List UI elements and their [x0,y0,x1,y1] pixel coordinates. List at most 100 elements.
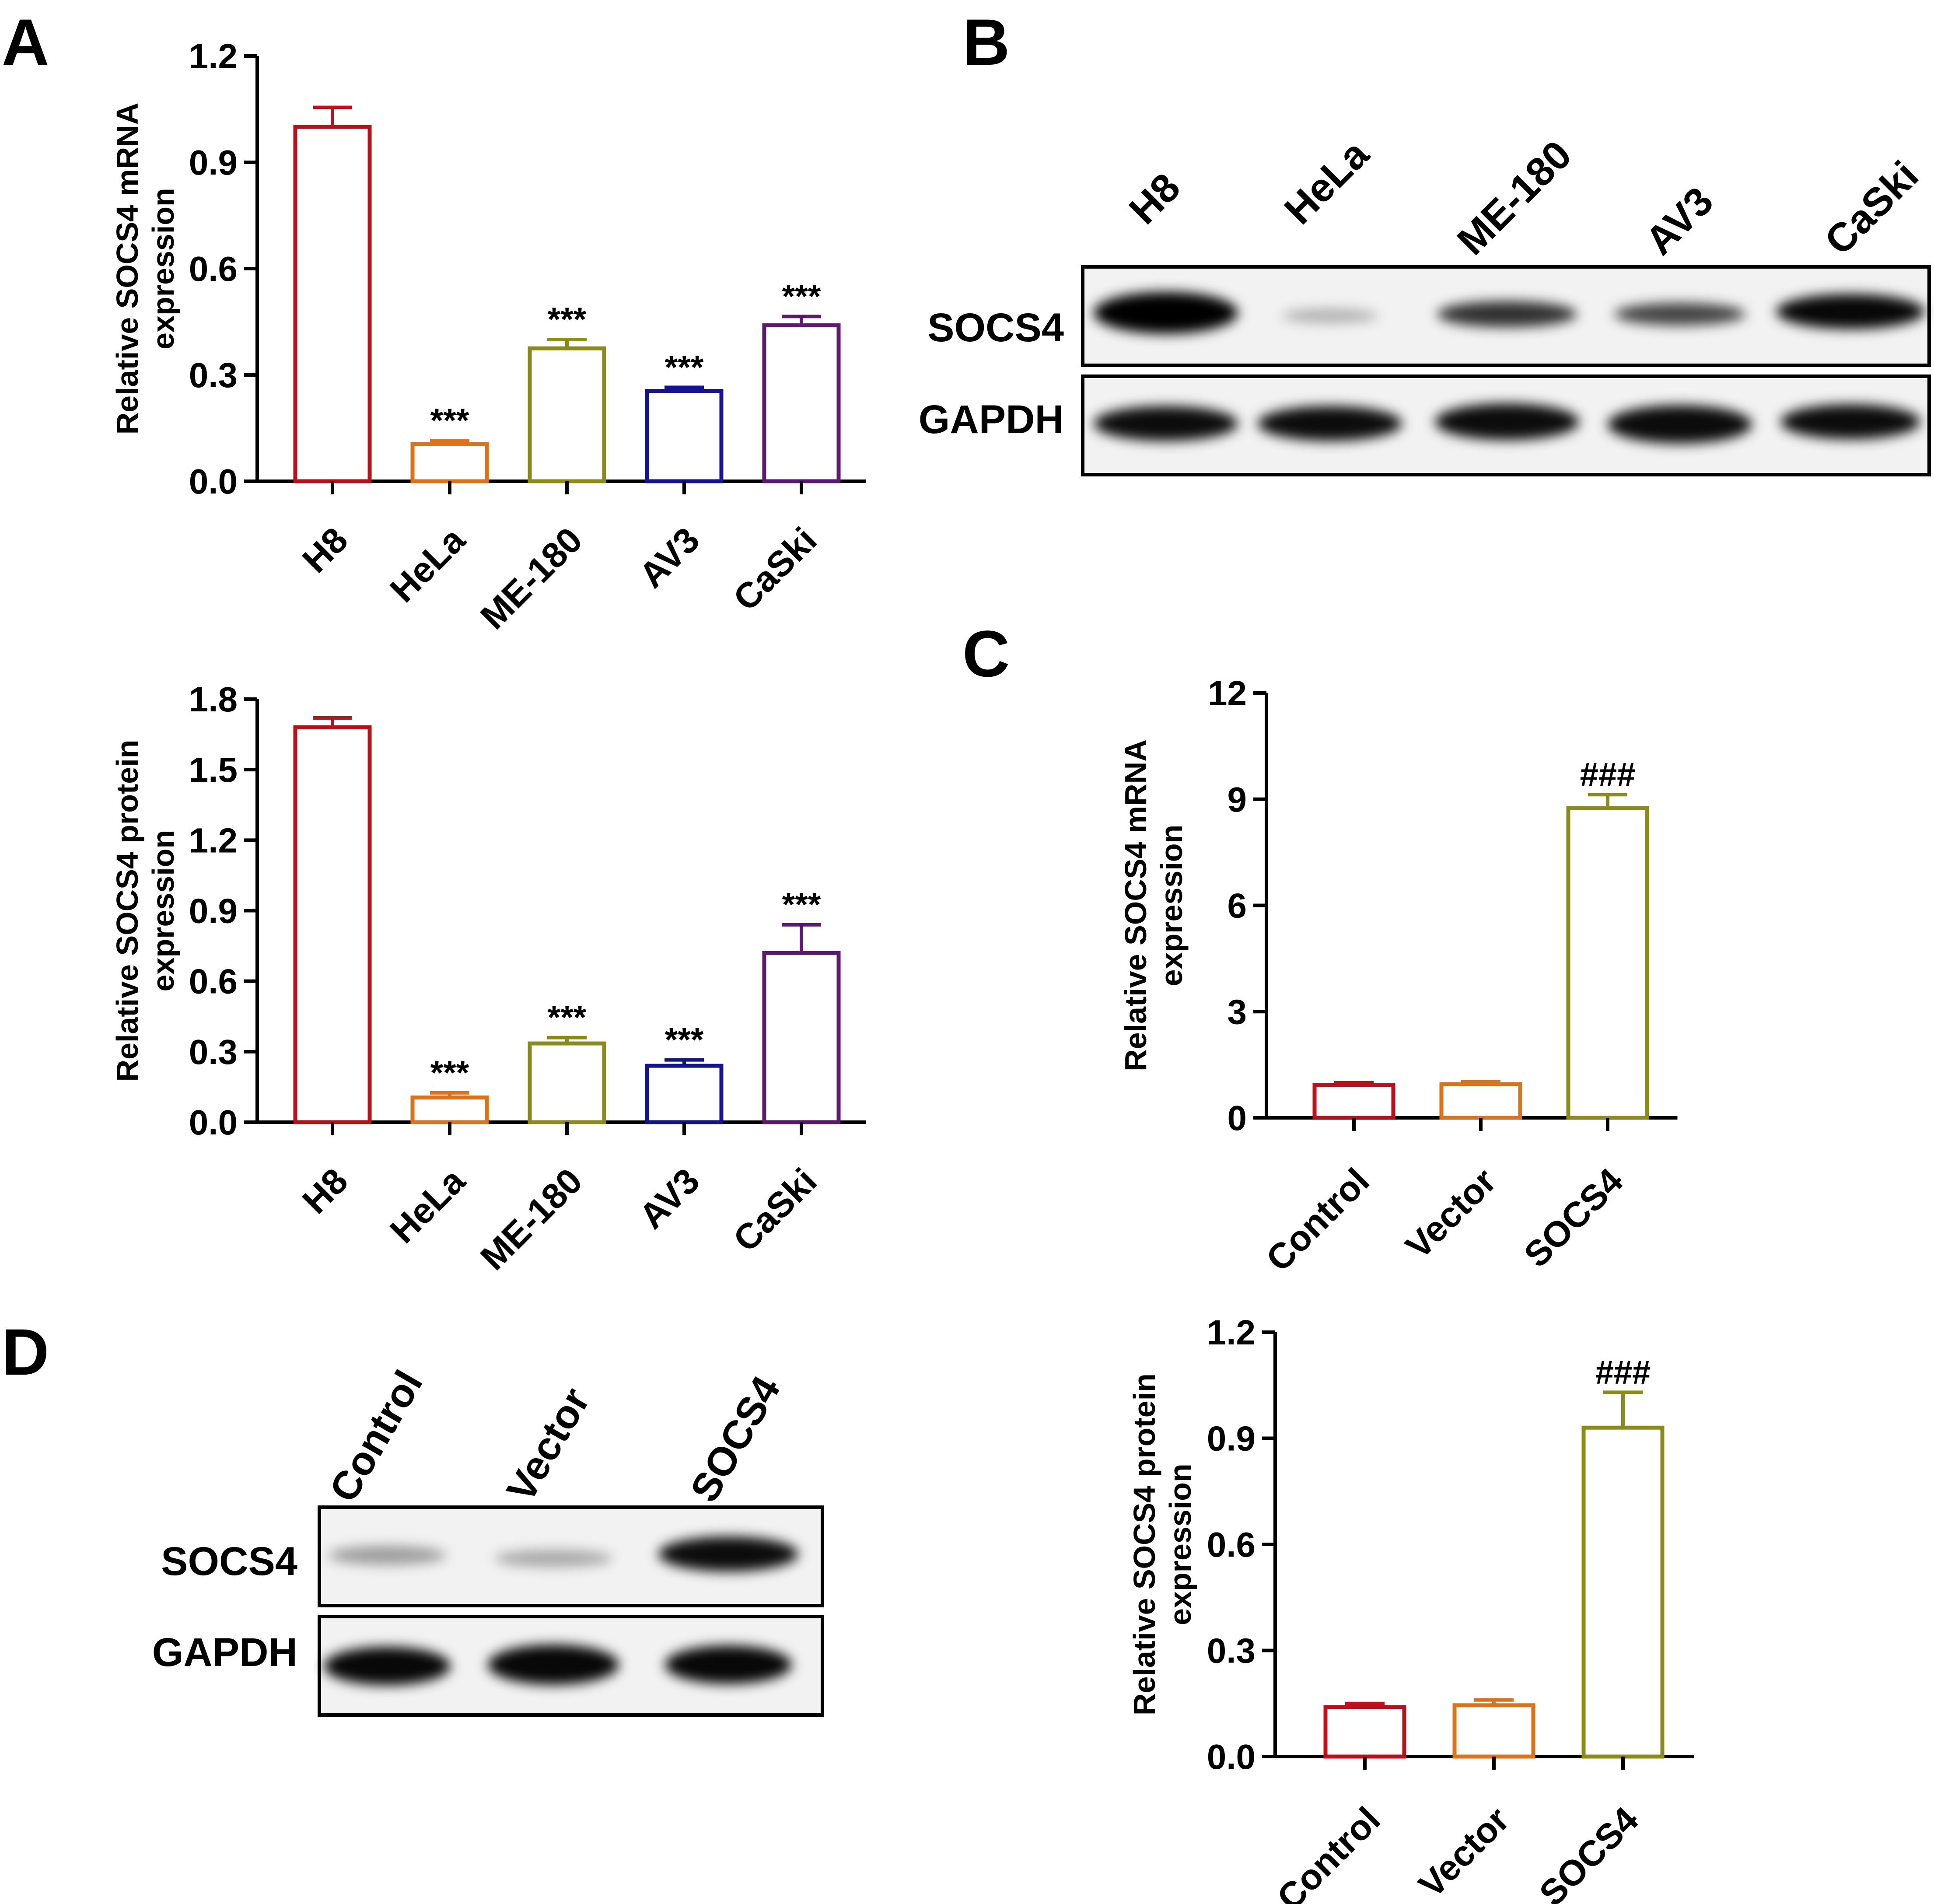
band [328,1546,446,1565]
significance-label: *** [430,402,469,439]
bar [410,442,489,483]
y-axis-label-line: expression [1163,1463,1197,1625]
bar [528,1041,606,1124]
band [1258,406,1402,441]
x-category-label: H8 [295,1161,355,1221]
lane-label-me180: ME-180 [1449,132,1580,263]
band [1780,404,1920,439]
y-tick-label: 0.6 [189,249,238,288]
y-tick-label: 1.2 [1207,1313,1256,1352]
band [1435,403,1579,440]
band [1094,406,1238,441]
band [488,1645,619,1685]
y-tick-label: 0.9 [1207,1419,1256,1458]
y-tick-label: 6 [1228,886,1247,925]
y-tick-label: 0.6 [1207,1525,1256,1564]
bar [1323,1705,1406,1759]
bar [1312,1083,1395,1120]
significance-label: *** [548,301,587,338]
y-tick-label: 0.0 [189,462,238,501]
significance-label: *** [782,278,821,315]
band [1282,309,1378,323]
lane-label-socs4: SOCS4 [682,1369,789,1509]
band [658,1536,798,1572]
blot-row-label-socs4: SOCS4 [161,1539,297,1584]
x-category-label: HeLa [383,519,473,610]
x-category-label: Vector [1411,1799,1517,1904]
y-axis-label-line: expression [1154,825,1189,987]
band [324,1647,451,1685]
bar [293,125,372,483]
x-category-label: HeLa [383,1160,473,1251]
x-category-label: Control [1259,1161,1377,1279]
band [1437,301,1577,327]
y-tick-label: 1.2 [189,37,238,76]
lane-label-h8: H8 [1121,165,1189,233]
bar [410,1096,489,1124]
y-axis-label-line: expression [146,830,180,992]
y-axis-label: Relative SOCS4 mRNAexpression [110,103,180,435]
bar [762,323,841,483]
significance-label: *** [430,1054,469,1092]
y-tick-label: 12 [1208,674,1247,713]
significance-label: *** [665,1022,704,1059]
y-tick-label: 0.3 [1207,1631,1256,1670]
y-axis-label-line: Relative SOCS4 mRNA [1119,739,1153,1071]
x-category-label: CaSki [726,520,825,619]
significance-label: *** [548,999,587,1036]
blot-bands-socs4 [328,1536,798,1572]
y-axis-label-line: expression [146,188,180,350]
y-axis-label-line: Relative SOCS4 protein [110,740,144,1082]
bar [645,388,724,483]
band [1094,292,1238,334]
panel-letter-d: D [2,1315,49,1389]
x-category-label: Vector [1398,1161,1504,1267]
bar [762,951,841,1124]
panel-letter-c: C [962,617,1010,690]
x-category-label: AV3 [632,520,707,595]
western-blot-d: Control Vector SOCS4 SOCS4 GAPDH [152,1363,824,1717]
x-category-label: CaSki [726,1161,825,1260]
significance-label: ### [1595,1354,1651,1391]
y-tick-label: 1.2 [189,821,238,860]
y-tick-label: 0 [1228,1099,1247,1138]
lane-label-vector: Vector [498,1380,598,1509]
y-tick-label: 9 [1228,780,1247,819]
y-axis-label-line: Relative SOCS4 protein [1127,1373,1161,1715]
chart-c-mrna: 0 3 6 9 12 Relative SOCS4 mRNAexpression Contr… [1119,674,1678,1279]
significance-label: *** [665,349,704,386]
blot-row-label-gapdh: GAPDH [919,397,1064,442]
bar [1581,1425,1665,1759]
significance-label: ### [1580,756,1636,793]
y-axis-label: Relative SOCS4 proteinexpression [110,740,180,1082]
y-tick-label: 0.0 [1207,1737,1256,1776]
lane-label-hela: HeLa [1276,131,1378,233]
y-tick-label: 0.6 [189,962,238,1001]
bar [293,725,372,1124]
y-tick-label: 3 [1228,992,1247,1031]
y-tick-label: 1.8 [189,680,238,719]
western-blot-b: H8 HeLa ME-180 AV3 CaSki SOCS4 GAPDH [919,131,1931,476]
bar [1439,1082,1522,1120]
panel-letter-b: B [962,5,1010,79]
y-axis-label: Relative SOCS4 mRNAexpression [1119,739,1189,1071]
band [665,1645,792,1684]
band [494,1550,612,1567]
x-category-label: ME-180 [473,1161,590,1278]
blot-bands-socs4 [1094,292,1925,334]
blot-bands-gapdh [324,1645,792,1685]
lane-label-control: Control [321,1363,431,1509]
y-tick-label: 1.5 [189,750,238,789]
x-category-label: AV3 [632,1161,707,1236]
band [1614,303,1745,326]
band [1608,405,1752,444]
lane-label-caski: CaSki [1816,153,1927,263]
bar [1566,806,1649,1120]
bar [645,1064,724,1124]
chart-c-protein: 0.0 0.3 0.6 0.9 1.2 Relative SOCS4 proteinexp… [1127,1313,1694,1904]
significance-label: *** [782,886,821,924]
bar [528,346,606,483]
